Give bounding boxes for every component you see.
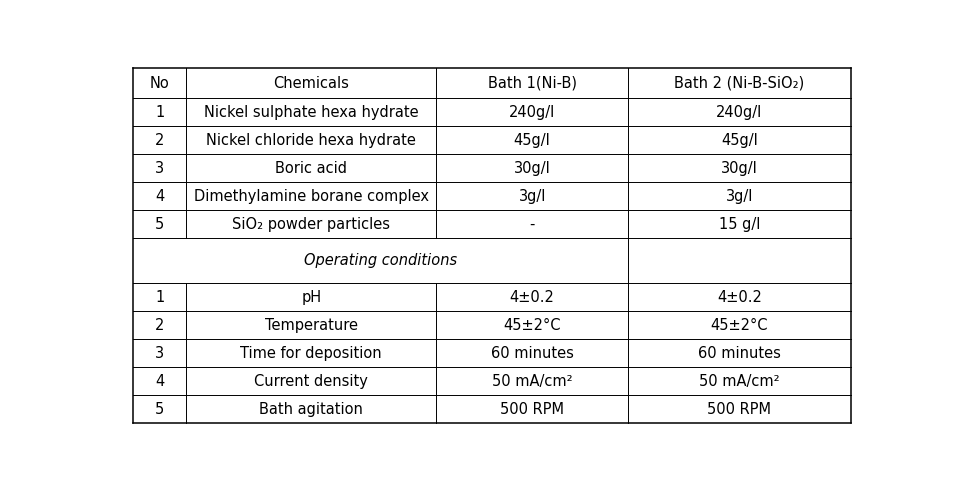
Text: SiO₂ powder particles: SiO₂ powder particles — [232, 217, 391, 232]
Text: 2: 2 — [156, 133, 164, 148]
Text: Nickel sulphate hexa hydrate: Nickel sulphate hexa hydrate — [204, 105, 419, 120]
Text: pH: pH — [301, 290, 322, 305]
Text: 3: 3 — [156, 346, 164, 361]
Text: 30g/l: 30g/l — [514, 161, 550, 176]
Text: 500 RPM: 500 RPM — [500, 402, 564, 417]
Text: 50 mA/cm²: 50 mA/cm² — [492, 374, 572, 389]
Text: Nickel chloride hexa hydrate: Nickel chloride hexa hydrate — [206, 133, 417, 148]
Text: 4: 4 — [156, 189, 164, 204]
Text: Chemicals: Chemicals — [274, 76, 349, 91]
Text: 3g/l: 3g/l — [518, 189, 546, 204]
Text: 1: 1 — [156, 105, 164, 120]
Text: 4±0.2: 4±0.2 — [510, 290, 555, 305]
Text: 45g/l: 45g/l — [721, 133, 757, 148]
Text: 45±2°C: 45±2°C — [503, 318, 561, 333]
Text: Bath agitation: Bath agitation — [259, 402, 363, 417]
Text: 4: 4 — [156, 374, 164, 389]
Text: 60 minutes: 60 minutes — [491, 346, 574, 361]
Text: 45±2°C: 45±2°C — [710, 318, 768, 333]
Text: Dimethylamine borane complex: Dimethylamine borane complex — [194, 189, 429, 204]
Text: Bath 1(Ni-B): Bath 1(Ni-B) — [488, 76, 577, 91]
Text: 2: 2 — [156, 318, 164, 333]
Text: 60 minutes: 60 minutes — [698, 346, 780, 361]
Text: 15 g/l: 15 g/l — [719, 217, 760, 232]
Text: Temperature: Temperature — [265, 318, 358, 333]
Text: 45g/l: 45g/l — [514, 133, 550, 148]
Text: Current density: Current density — [254, 374, 369, 389]
Text: 500 RPM: 500 RPM — [708, 402, 772, 417]
Text: Boric acid: Boric acid — [276, 161, 348, 176]
Text: 3: 3 — [156, 161, 164, 176]
Text: 5: 5 — [156, 217, 164, 232]
Text: 50 mA/cm²: 50 mA/cm² — [699, 374, 780, 389]
Text: 1: 1 — [156, 290, 164, 305]
Text: 3g/l: 3g/l — [726, 189, 754, 204]
Text: 240g/l: 240g/l — [716, 105, 762, 120]
Text: 5: 5 — [156, 402, 164, 417]
Text: 30g/l: 30g/l — [721, 161, 757, 176]
Text: 4±0.2: 4±0.2 — [717, 290, 762, 305]
Text: No: No — [150, 76, 170, 91]
Text: -: - — [530, 217, 535, 232]
Text: Operating conditions: Operating conditions — [304, 254, 457, 268]
Text: 240g/l: 240g/l — [509, 105, 555, 120]
Text: Bath 2 (Ni-B-SiO₂): Bath 2 (Ni-B-SiO₂) — [674, 76, 804, 91]
Text: Time for deposition: Time for deposition — [240, 346, 382, 361]
